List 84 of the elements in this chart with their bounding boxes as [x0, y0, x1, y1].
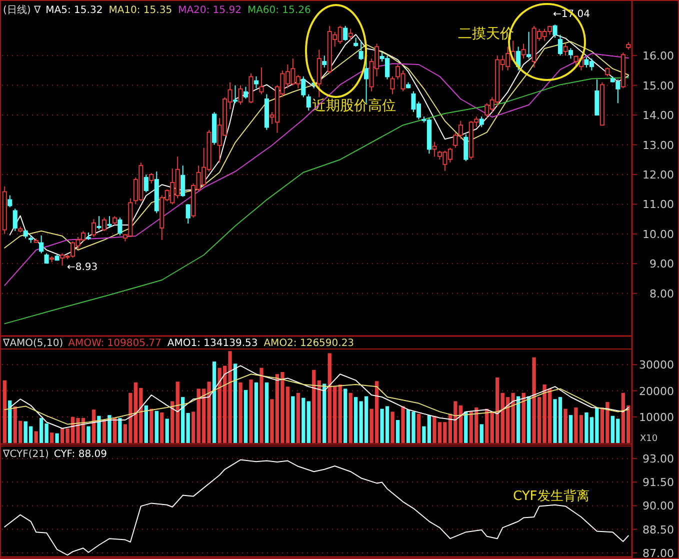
bar: [118, 418, 122, 443]
bar: [176, 382, 180, 443]
bar: [260, 368, 264, 443]
annotation: CYF发生背离: [513, 488, 590, 504]
y-tick-label: 90.00: [642, 500, 674, 513]
bar: [312, 370, 316, 443]
line-series: [4, 77, 629, 324]
text: CYF: 88.09: [54, 449, 107, 460]
y-tick-label: 16.00: [642, 50, 674, 63]
bar: [416, 414, 421, 443]
bar: [254, 382, 258, 443]
annotation: ←8.93: [67, 262, 98, 273]
bar: [34, 431, 38, 443]
bar: [516, 396, 520, 443]
text: MA5: 15.32: [46, 5, 103, 16]
bar: [396, 420, 400, 443]
bar: [233, 364, 238, 443]
bar: [2, 380, 6, 443]
bar: [564, 408, 568, 443]
text: AMOW: 109805.77: [68, 338, 162, 349]
bar: [170, 401, 174, 443]
bar: [302, 398, 306, 443]
y-tick-label: 13.00: [642, 138, 674, 152]
bar: [522, 392, 526, 443]
bar: [306, 401, 310, 443]
bar: [458, 405, 462, 443]
y-tick-label: 14.00: [642, 109, 674, 122]
bar: [212, 362, 216, 443]
y-tick-label: 87.00: [642, 546, 674, 559]
bar: [296, 392, 300, 443]
bar: [401, 406, 405, 443]
bar: [317, 380, 321, 443]
text: AMO2: 126590.23: [264, 338, 354, 349]
y-tick-label: 20000: [639, 384, 674, 398]
bar: [249, 380, 253, 443]
y-tick-label: 8.00: [650, 287, 674, 300]
bar: [244, 390, 248, 443]
bar: [154, 410, 158, 443]
bar: [160, 412, 164, 443]
bar: [338, 384, 342, 443]
bar: [480, 424, 484, 443]
text: MA60: 15.26: [247, 5, 311, 16]
text: (日线) ∇: [3, 4, 41, 16]
bar: [348, 392, 352, 443]
bar: [568, 415, 573, 443]
bar: [8, 400, 12, 443]
bar: [264, 382, 269, 443]
text: X10: [640, 434, 658, 444]
y-tick-label: 15.00: [642, 79, 674, 92]
y-tick-label: 9.00: [650, 258, 674, 271]
line-series: [9, 365, 629, 429]
bar: [112, 418, 117, 443]
chart-title: ∇CYF(21): [2, 449, 49, 460]
bar: [108, 415, 112, 443]
y-tick-label: 11.00: [642, 198, 674, 212]
bar: [343, 388, 348, 443]
chart-title: ∇AMO(5,10): [2, 338, 64, 349]
y-tick-label: 91.50: [642, 476, 674, 490]
bar: [464, 412, 468, 443]
bar: [50, 432, 54, 443]
bar: [238, 382, 242, 443]
y-tick-label: 88.50: [642, 523, 674, 536]
bar: [322, 384, 326, 443]
y-tick-label: 10000: [639, 410, 674, 424]
bar: [390, 412, 394, 443]
line-series: [4, 53, 629, 286]
y-tick-label: 12.00: [642, 168, 674, 182]
bar: [102, 420, 106, 443]
bar: [291, 396, 295, 443]
bar: [97, 416, 101, 443]
text: AMO1: 134139.53: [167, 338, 258, 349]
bar: [150, 408, 154, 443]
y-tick-label: 30000: [639, 358, 674, 372]
bar: [165, 418, 169, 443]
line-series: [4, 459, 629, 556]
text: MA10: 15.35: [108, 5, 172, 16]
y-tick-label: 10.00: [642, 228, 674, 241]
y-tick-label: 93.00: [642, 452, 674, 466]
bar: [55, 433, 59, 443]
line-series: [4, 374, 629, 425]
bar: [86, 426, 90, 443]
bar: [526, 396, 531, 443]
text: MA20: 15.92: [178, 5, 242, 16]
bar: [144, 405, 148, 443]
